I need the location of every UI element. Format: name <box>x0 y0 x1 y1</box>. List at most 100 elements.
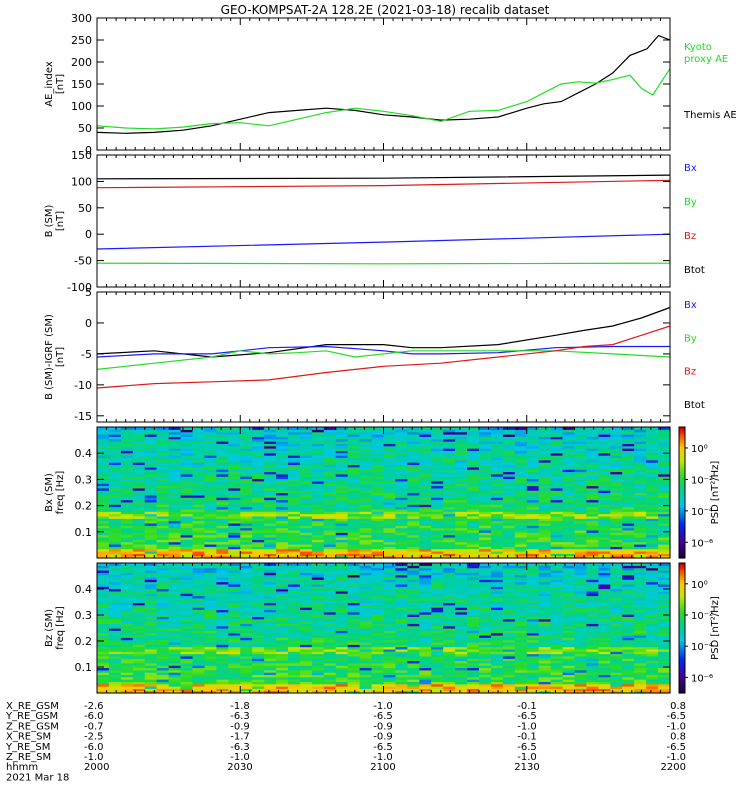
spectrogram-cell <box>658 483 671 487</box>
spectrogram-cell <box>407 593 420 597</box>
spectrogram-cell <box>359 614 373 617</box>
spectrogram-cell <box>646 532 659 536</box>
spectrogram-cell <box>383 593 397 597</box>
spectrogram-cell <box>180 483 194 487</box>
spectrogram-cell <box>634 555 647 559</box>
spectrogram-cell <box>538 518 552 522</box>
spectrogram-cell <box>108 431 122 435</box>
spectrogram-cell <box>658 473 671 477</box>
spectrogram-cell <box>97 595 110 599</box>
spectrogram-cell <box>562 473 576 477</box>
spectrogram-cell <box>395 653 408 657</box>
spectrogram-cell <box>216 487 229 491</box>
spectrogram-cell <box>264 529 277 533</box>
spectrogram-cell <box>562 450 576 454</box>
spectrogram-cell <box>419 532 432 536</box>
spectrogram-cell <box>252 641 265 645</box>
spectrogram-cell <box>228 686 241 689</box>
spectrogram-cell <box>252 499 265 503</box>
spectrogram-cell <box>156 539 170 543</box>
spectrogram-cell <box>371 569 385 573</box>
spectrogram-cell <box>359 476 373 480</box>
spectrogram-cell <box>359 625 373 629</box>
spectrogram-cell <box>538 457 552 461</box>
spectrogram-cell <box>156 574 170 578</box>
spectrogram-cell <box>443 441 456 444</box>
spectrogram-cell <box>264 681 277 685</box>
spectrogram-cell <box>144 583 158 587</box>
spectrogram-cell <box>276 646 289 650</box>
spectrogram-cell <box>610 518 623 522</box>
spectrogram-cell <box>526 515 540 519</box>
spectrogram-cell <box>347 597 361 601</box>
spectrogram-cell <box>156 464 170 468</box>
spectrogram-cell <box>323 581 337 585</box>
spectrogram-cell <box>622 541 635 545</box>
spectrogram-cell <box>168 471 182 475</box>
spectrogram-cell <box>335 595 349 599</box>
spectrogram-cell <box>252 436 265 440</box>
spectrogram-cell <box>610 550 623 554</box>
spectrogram-cell <box>228 574 241 578</box>
spectrogram-cell <box>431 518 444 522</box>
spectrogram-cell <box>419 429 432 433</box>
spectrogram-cell <box>490 457 504 461</box>
spectrogram-cell <box>276 586 289 590</box>
spectrogram-cell <box>502 448 516 451</box>
spectrogram-cell <box>192 681 206 685</box>
spectrogram-cell <box>264 616 277 620</box>
spectrogram-cell <box>276 651 289 655</box>
spectrogram-cell <box>252 543 265 547</box>
spectrogram-cell <box>132 658 146 662</box>
spectrogram-cell <box>299 536 313 540</box>
spectrogram-cell <box>443 688 456 692</box>
spectrogram-cell <box>288 683 301 687</box>
spectrogram-cell <box>502 494 516 498</box>
spectrogram-cell <box>431 478 444 482</box>
spectrogram-cell <box>359 553 373 557</box>
spectrogram-cell <box>299 572 313 576</box>
spectrogram-cell <box>502 543 516 547</box>
spectrogram-cell <box>323 586 337 590</box>
spectrogram-cell <box>574 504 588 508</box>
spectrogram-cell <box>311 679 325 682</box>
spectrogram-cell <box>467 452 480 456</box>
spectrogram-cell <box>371 644 385 648</box>
spectrogram-cell <box>550 555 564 559</box>
spectrogram-cell <box>371 436 385 440</box>
spectrogram-cell <box>168 681 182 685</box>
spectrogram-cell <box>467 483 480 487</box>
spectrogram-cell <box>335 597 349 601</box>
spectrogram-cell <box>646 543 659 547</box>
spectrogram-cell <box>383 497 397 501</box>
spectrogram-cell <box>228 597 241 601</box>
spectrogram-cell <box>144 464 158 468</box>
spectrogram-cell <box>359 651 373 655</box>
spectrogram-cell <box>359 586 373 590</box>
spectrogram-cell <box>120 443 134 447</box>
spectrogram-cell <box>156 583 170 587</box>
spectrogram-cell <box>144 611 158 615</box>
spectrogram-cell <box>97 525 110 529</box>
spectrogram-cell <box>299 506 313 510</box>
spectrogram-cell <box>252 565 265 569</box>
spectrogram-cell <box>359 667 373 671</box>
spectrogram-cell <box>132 607 146 611</box>
spectrogram-cell <box>658 466 671 470</box>
spectrogram-cell <box>120 623 134 627</box>
spectrogram-cell <box>431 494 444 498</box>
spectrogram-cell <box>192 436 206 440</box>
spectrogram-cell <box>204 565 217 569</box>
spectrogram-cell <box>395 434 408 437</box>
spectrogram-cell <box>347 628 361 631</box>
spectrogram-cell <box>574 508 588 512</box>
spectrogram-cell <box>120 546 134 550</box>
spectrogram-cell <box>646 427 659 430</box>
spectrogram-cell <box>180 688 194 692</box>
spectrogram-cell <box>108 639 122 643</box>
spectrogram-cell <box>108 548 122 552</box>
spectrogram-cell <box>276 602 289 606</box>
spectrogram-cell <box>562 478 576 482</box>
spectrogram-cell <box>359 618 373 622</box>
spectrogram-cell <box>479 518 492 522</box>
